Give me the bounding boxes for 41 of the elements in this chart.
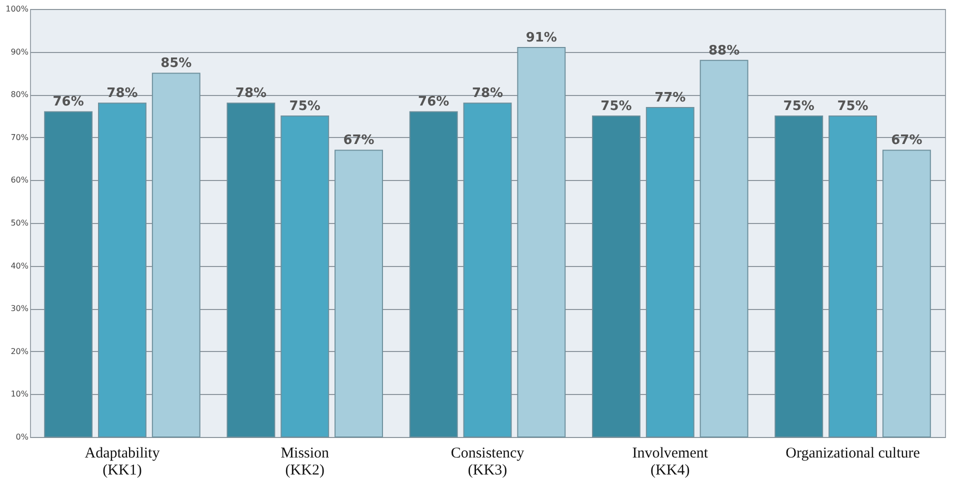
x-tick-label: Adaptability (KK1) (84, 446, 160, 478)
data-label: 75% (783, 99, 814, 114)
data-label: 76% (418, 94, 450, 110)
y-tick-label: 80% (10, 90, 29, 100)
y-tick-label: 100% (6, 4, 29, 14)
data-label: 91% (526, 30, 557, 46)
bar (882, 150, 931, 438)
x-tick-label: Consistency (KK3) (450, 446, 525, 478)
data-label: 75% (289, 99, 320, 114)
bar (774, 116, 824, 438)
y-tick-label: 30% (10, 304, 29, 314)
data-label: 75% (600, 99, 632, 114)
x-tick-label: Involvement (KK4) (632, 446, 709, 478)
bar (592, 116, 640, 438)
bar (44, 111, 93, 438)
y-tick-label: 70% (10, 132, 29, 142)
bar (98, 102, 146, 438)
data-label: 75% (837, 99, 868, 114)
y-tick-label: 20% (10, 346, 29, 356)
x-tick-label: Organizational culture (786, 446, 920, 462)
bar (409, 111, 458, 438)
x-tick-label: Mission (KK2) (280, 446, 330, 478)
data-label: 85% (160, 56, 192, 72)
bar (646, 106, 694, 438)
bar (828, 116, 877, 438)
data-label: 67% (891, 133, 922, 148)
data-label: 67% (343, 133, 374, 148)
bar (334, 150, 383, 438)
bar (280, 116, 330, 438)
bar (517, 47, 566, 438)
data-label: 76% (52, 94, 84, 110)
y-tick-label: 10% (10, 390, 29, 399)
y-tick-label: 40% (10, 261, 29, 270)
bar (226, 102, 276, 438)
y-tick-label: 0% (16, 432, 29, 442)
bar (463, 102, 512, 438)
bar (700, 60, 748, 438)
y-tick-label: 50% (10, 218, 29, 228)
y-tick-label: 90% (10, 47, 29, 56)
bar (152, 72, 200, 438)
y-tick-label: 60% (10, 176, 29, 185)
